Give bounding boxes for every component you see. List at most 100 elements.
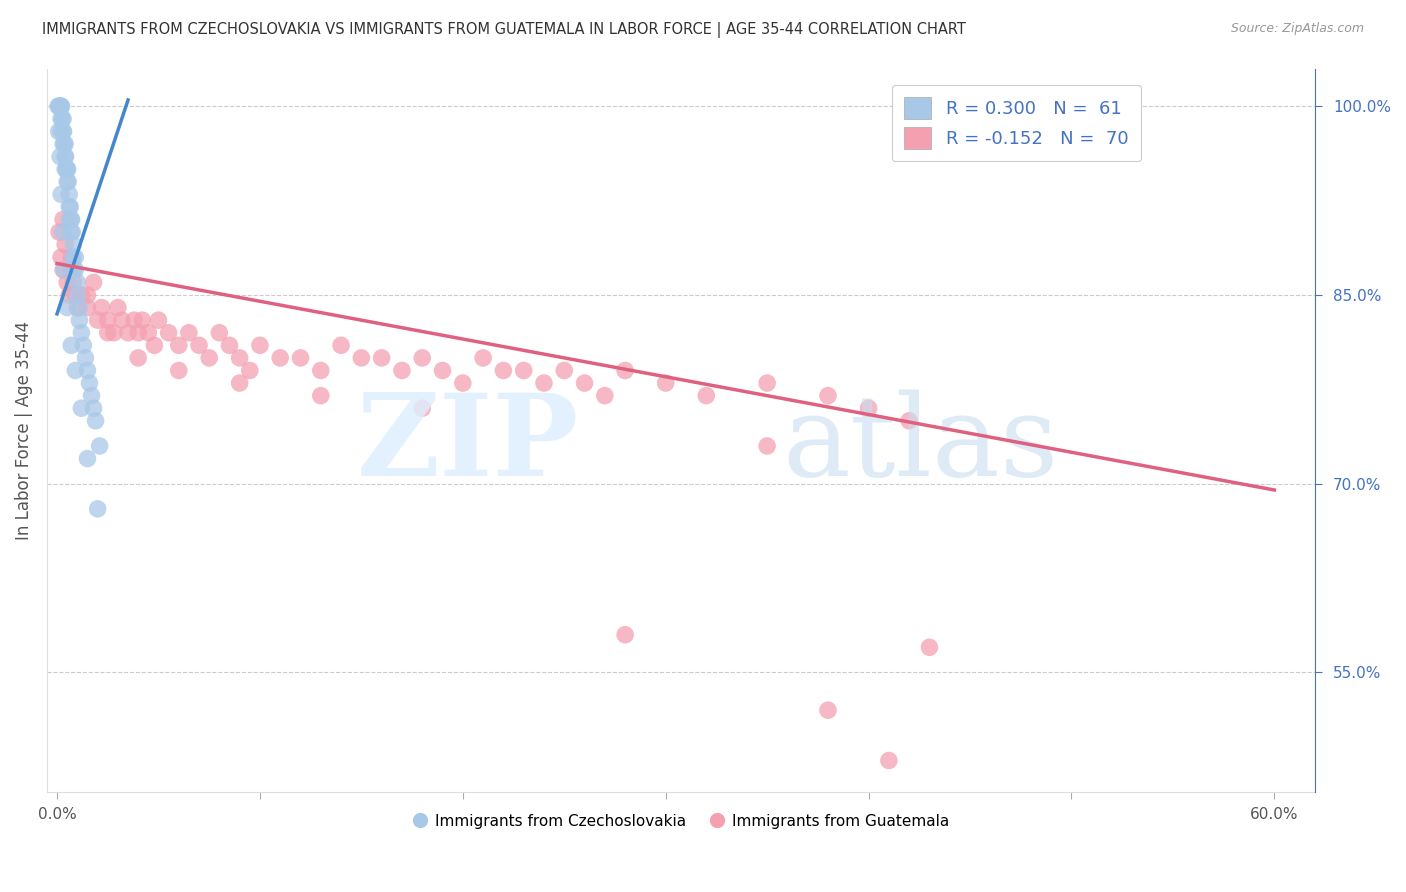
Point: [76, 301, 98, 315]
Text: ZIP: ZIP: [357, 389, 579, 500]
Point: [83, 401, 105, 416]
Point: [614, 628, 637, 642]
Point: [218, 338, 240, 352]
Point: [52, 262, 75, 277]
Point: [60, 212, 83, 227]
Point: [97, 313, 120, 327]
Point: [574, 376, 596, 390]
Point: [67, 313, 90, 327]
Point: [60, 225, 83, 239]
Point: [58, 200, 80, 214]
Point: [858, 401, 880, 416]
Point: [65, 250, 87, 264]
Point: [66, 276, 89, 290]
Point: [49, 150, 72, 164]
Point: [49, 99, 72, 113]
Point: [58, 175, 80, 189]
Point: [56, 276, 79, 290]
Point: [370, 351, 392, 365]
Point: [157, 326, 180, 340]
Point: [492, 363, 515, 377]
Text: atlas: atlas: [782, 390, 1059, 500]
Text: Source: ZipAtlas.com: Source: ZipAtlas.com: [1230, 22, 1364, 36]
Point: [83, 276, 105, 290]
Point: [49, 99, 72, 113]
Point: [472, 351, 495, 365]
Point: [58, 187, 80, 202]
Point: [228, 376, 250, 390]
Point: [67, 301, 90, 315]
Point: [330, 338, 353, 352]
Point: [533, 376, 555, 390]
Point: [60, 250, 83, 264]
Point: [614, 363, 637, 377]
Point: [167, 338, 190, 352]
Text: IMMIGRANTS FROM CZECHOSLOVAKIA VS IMMIGRANTS FROM GUATEMALA IN LABOR FORCE | AGE: IMMIGRANTS FROM CZECHOSLOVAKIA VS IMMIGR…: [42, 22, 966, 38]
Point: [70, 326, 93, 340]
Point: [654, 376, 676, 390]
Point: [49, 99, 72, 113]
Point: [60, 225, 83, 239]
Point: [52, 112, 75, 126]
Point: [52, 212, 75, 227]
Point: [198, 351, 221, 365]
Point: [593, 389, 616, 403]
Point: [918, 640, 941, 655]
Point: [131, 313, 153, 327]
Point: [70, 401, 93, 416]
Point: [239, 363, 262, 377]
Point: [695, 389, 717, 403]
Point: [512, 363, 534, 377]
Point: [55, 150, 77, 164]
Point: [51, 112, 73, 126]
Point: [60, 212, 83, 227]
Point: [53, 136, 76, 151]
Point: [51, 99, 73, 113]
Point: [411, 401, 433, 416]
Point: [55, 162, 77, 177]
Point: [103, 326, 125, 340]
Point: [56, 175, 79, 189]
Point: [53, 237, 76, 252]
Point: [66, 301, 89, 315]
Point: [107, 301, 129, 315]
Point: [350, 351, 373, 365]
Point: [48, 99, 70, 113]
Point: [249, 338, 271, 352]
Point: [309, 363, 332, 377]
Point: [76, 451, 98, 466]
Point: [553, 363, 575, 377]
Point: [89, 439, 111, 453]
Point: [66, 288, 89, 302]
Point: [62, 276, 84, 290]
Y-axis label: In Labor Force | Age 35-44: In Labor Force | Age 35-44: [15, 321, 32, 540]
Point: [269, 351, 291, 365]
Point: [62, 250, 84, 264]
Point: [53, 136, 76, 151]
Point: [97, 326, 120, 340]
Point: [127, 351, 149, 365]
Point: [49, 250, 72, 264]
Point: [122, 313, 145, 327]
Point: [86, 501, 108, 516]
Point: [56, 301, 79, 315]
Point: [52, 124, 75, 138]
Point: [228, 351, 250, 365]
Point: [75, 351, 97, 365]
Point: [76, 363, 98, 377]
Point: [817, 389, 839, 403]
Point: [177, 326, 200, 340]
Point: [58, 288, 80, 302]
Point: [48, 99, 70, 113]
Point: [117, 326, 139, 340]
Point: [70, 288, 93, 302]
Point: [62, 237, 84, 252]
Point: [52, 124, 75, 138]
Point: [111, 313, 134, 327]
Point: [167, 363, 190, 377]
Point: [756, 439, 779, 453]
Legend: Immigrants from Czechoslovakia, Immigrants from Guatemala: Immigrants from Czechoslovakia, Immigran…: [406, 807, 956, 835]
Point: [208, 326, 231, 340]
Point: [65, 363, 87, 377]
Point: [53, 150, 76, 164]
